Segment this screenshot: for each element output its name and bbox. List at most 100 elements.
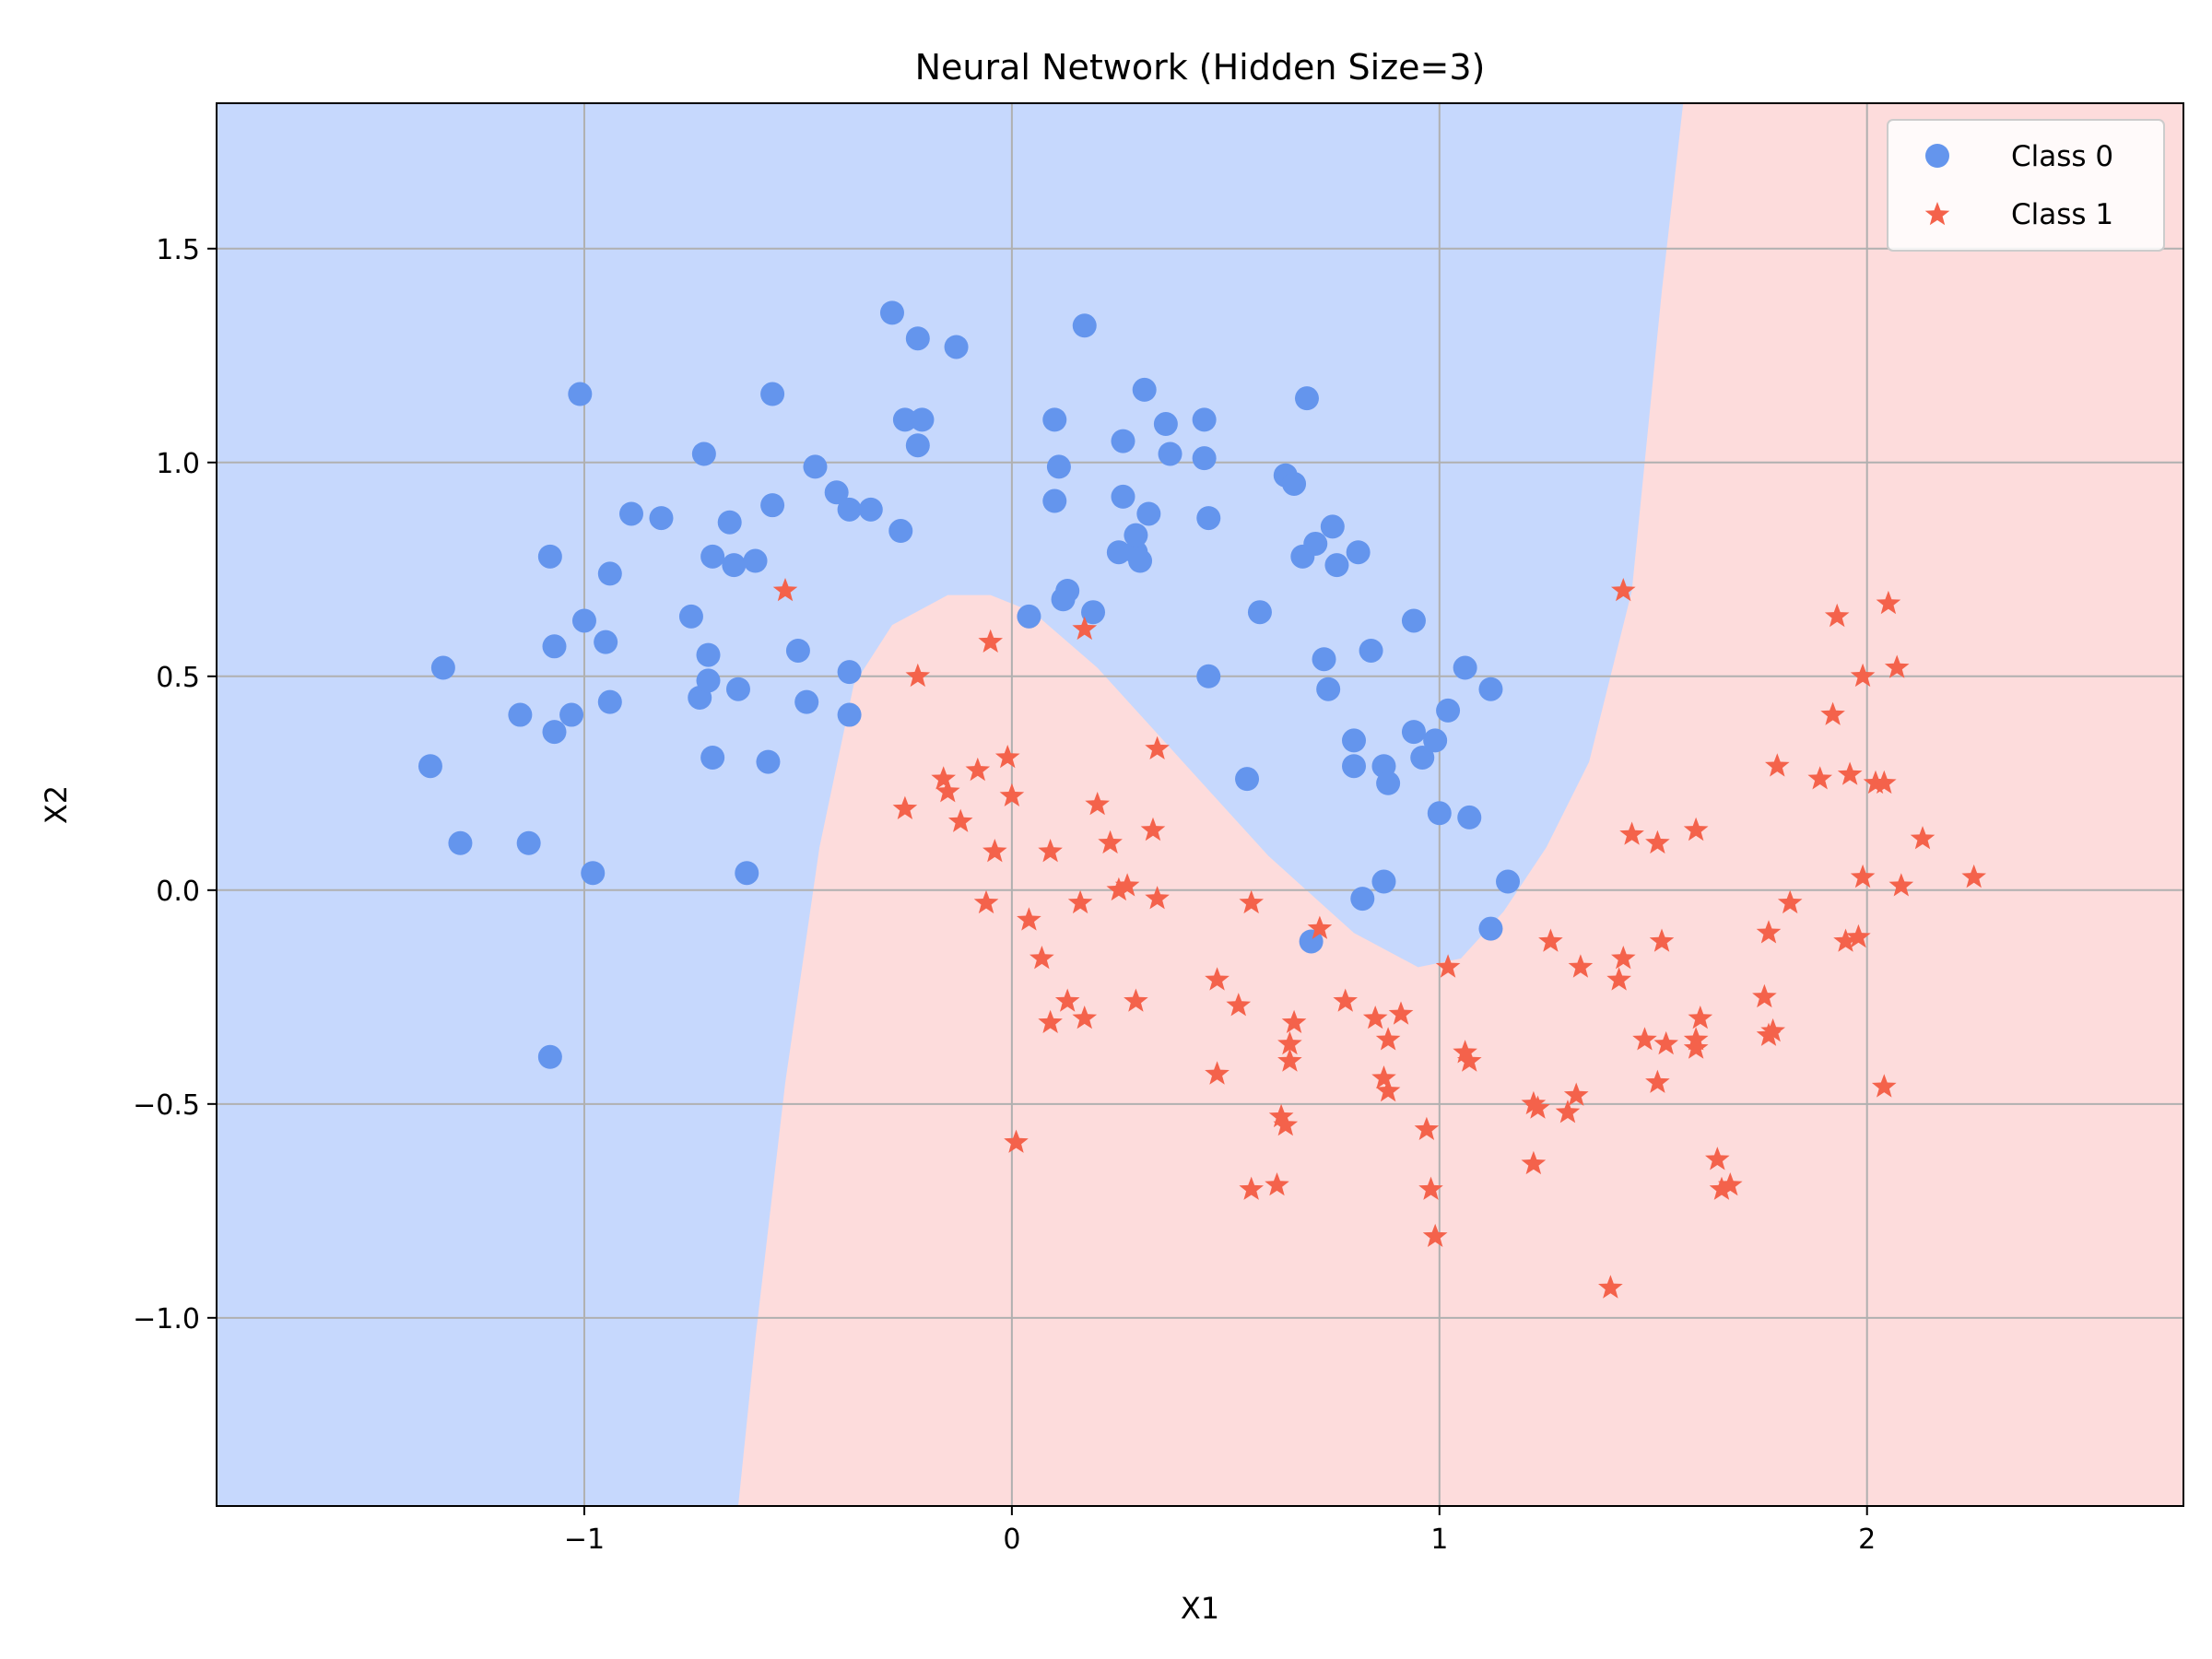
legend-star-icon	[1924, 202, 1950, 226]
class-0-point	[559, 702, 584, 727]
class-1-point	[1145, 735, 1170, 759]
x-tick-label: 1	[1430, 1524, 1448, 1556]
x-axis-label: X1	[1181, 1591, 1219, 1626]
class-1-point	[1606, 967, 1631, 991]
class-0-point	[597, 561, 622, 586]
class-0-point	[1478, 916, 1503, 941]
class-0-point	[1132, 377, 1157, 402]
class-0-point	[618, 501, 643, 526]
class-1-point	[1683, 1035, 1709, 1059]
class-1-point	[1265, 1172, 1289, 1196]
class-0-point	[1196, 664, 1221, 688]
class-1-point	[978, 629, 1003, 653]
class-1-point	[1072, 1006, 1098, 1030]
class-1-point	[1453, 1040, 1477, 1064]
x-tick-label: 2	[1858, 1524, 1876, 1556]
class-1-point	[1525, 1095, 1550, 1119]
class-1-point	[1563, 1082, 1589, 1106]
class-0-point	[597, 689, 622, 714]
class-1-point	[1888, 873, 1914, 897]
class-0-point	[760, 382, 785, 406]
class-1-point	[1871, 770, 1897, 794]
class-1-point	[931, 766, 956, 790]
class-1-point	[1072, 616, 1098, 641]
class-0-point	[1072, 313, 1097, 338]
class-1-point	[1226, 993, 1252, 1017]
class-0-point	[537, 1044, 562, 1069]
class-1-point	[1388, 1001, 1414, 1025]
class-1-point	[1004, 1129, 1029, 1153]
class-1-point	[1833, 928, 1858, 952]
class-1-point	[1910, 826, 1936, 850]
data-points	[418, 300, 1986, 1299]
class-0-point	[516, 830, 541, 855]
class-1-point	[1653, 1030, 1678, 1055]
class-1-point	[1837, 761, 1863, 785]
class-0-point	[1401, 608, 1426, 633]
class-0-point	[1294, 386, 1319, 411]
class-1-point	[1521, 1090, 1547, 1115]
class-1-point	[935, 779, 960, 803]
class-0-point	[1423, 728, 1448, 753]
class-0-point	[879, 300, 904, 325]
class-0-point	[1081, 600, 1106, 625]
class-1-point	[1717, 1172, 1743, 1196]
class-1-point	[965, 757, 991, 782]
class-0-point	[542, 720, 567, 745]
legend-circle-icon	[1925, 144, 1949, 168]
class-0-point	[691, 441, 716, 466]
class-1-point	[994, 745, 1020, 769]
class-1-point	[1038, 1009, 1063, 1033]
legend-label-class-0: Class 0	[2011, 140, 2113, 173]
class-1-point	[1645, 830, 1670, 854]
class-1-point	[1824, 603, 1850, 628]
class-0-point	[1128, 548, 1153, 573]
class-0-point	[568, 382, 593, 406]
plot-area	[217, 103, 2183, 1506]
class-0-point	[1235, 767, 1260, 792]
x-tick-label: −1	[564, 1524, 605, 1556]
class-1-point	[1611, 578, 1636, 602]
class-0-point	[1350, 887, 1375, 912]
class-1-point	[1273, 1112, 1299, 1136]
class-0-point	[1320, 514, 1345, 539]
class-0-point	[1111, 484, 1135, 509]
class-1-point	[1124, 988, 1148, 1012]
class-0-point	[1042, 407, 1067, 432]
y-axis-label: X2	[39, 785, 74, 824]
class-0-point	[837, 497, 862, 522]
class-0-point	[537, 544, 562, 569]
plot-frame	[216, 102, 2184, 1507]
class-0-point	[725, 677, 750, 701]
class-0-point	[1342, 728, 1367, 753]
class-0-point	[1136, 501, 1161, 526]
class-1-point	[982, 839, 1007, 863]
class-0-point	[571, 608, 596, 633]
class-0-point	[743, 548, 768, 573]
class-0-point	[448, 830, 473, 855]
class-0-region	[217, 103, 1684, 1506]
class-1-point	[1277, 1048, 1302, 1072]
class-0-point	[508, 702, 533, 727]
class-1-point	[1277, 1030, 1302, 1055]
class-0-point	[1496, 869, 1521, 894]
class-0-point	[735, 861, 759, 886]
class-0-point	[649, 506, 674, 531]
class-1-point	[905, 663, 931, 688]
class-1-point	[1846, 924, 1871, 948]
class-0-point	[892, 407, 917, 432]
class-1-point	[1017, 907, 1041, 931]
x-tick-label: 0	[1003, 1524, 1020, 1556]
class-0-point	[1042, 488, 1067, 513]
class-0-point	[1282, 471, 1307, 496]
class-1-point	[1568, 954, 1594, 978]
x-axis-ticks: −1 0 1 2	[564, 1506, 1876, 1556]
class-1-point	[1884, 654, 1910, 678]
class-1-point	[1521, 1150, 1547, 1175]
class-0-point	[1316, 677, 1341, 701]
class-1-point	[1688, 1006, 1713, 1030]
class-1-point	[1683, 1027, 1709, 1051]
class-0-point	[803, 454, 828, 479]
class-0-point	[756, 749, 781, 774]
